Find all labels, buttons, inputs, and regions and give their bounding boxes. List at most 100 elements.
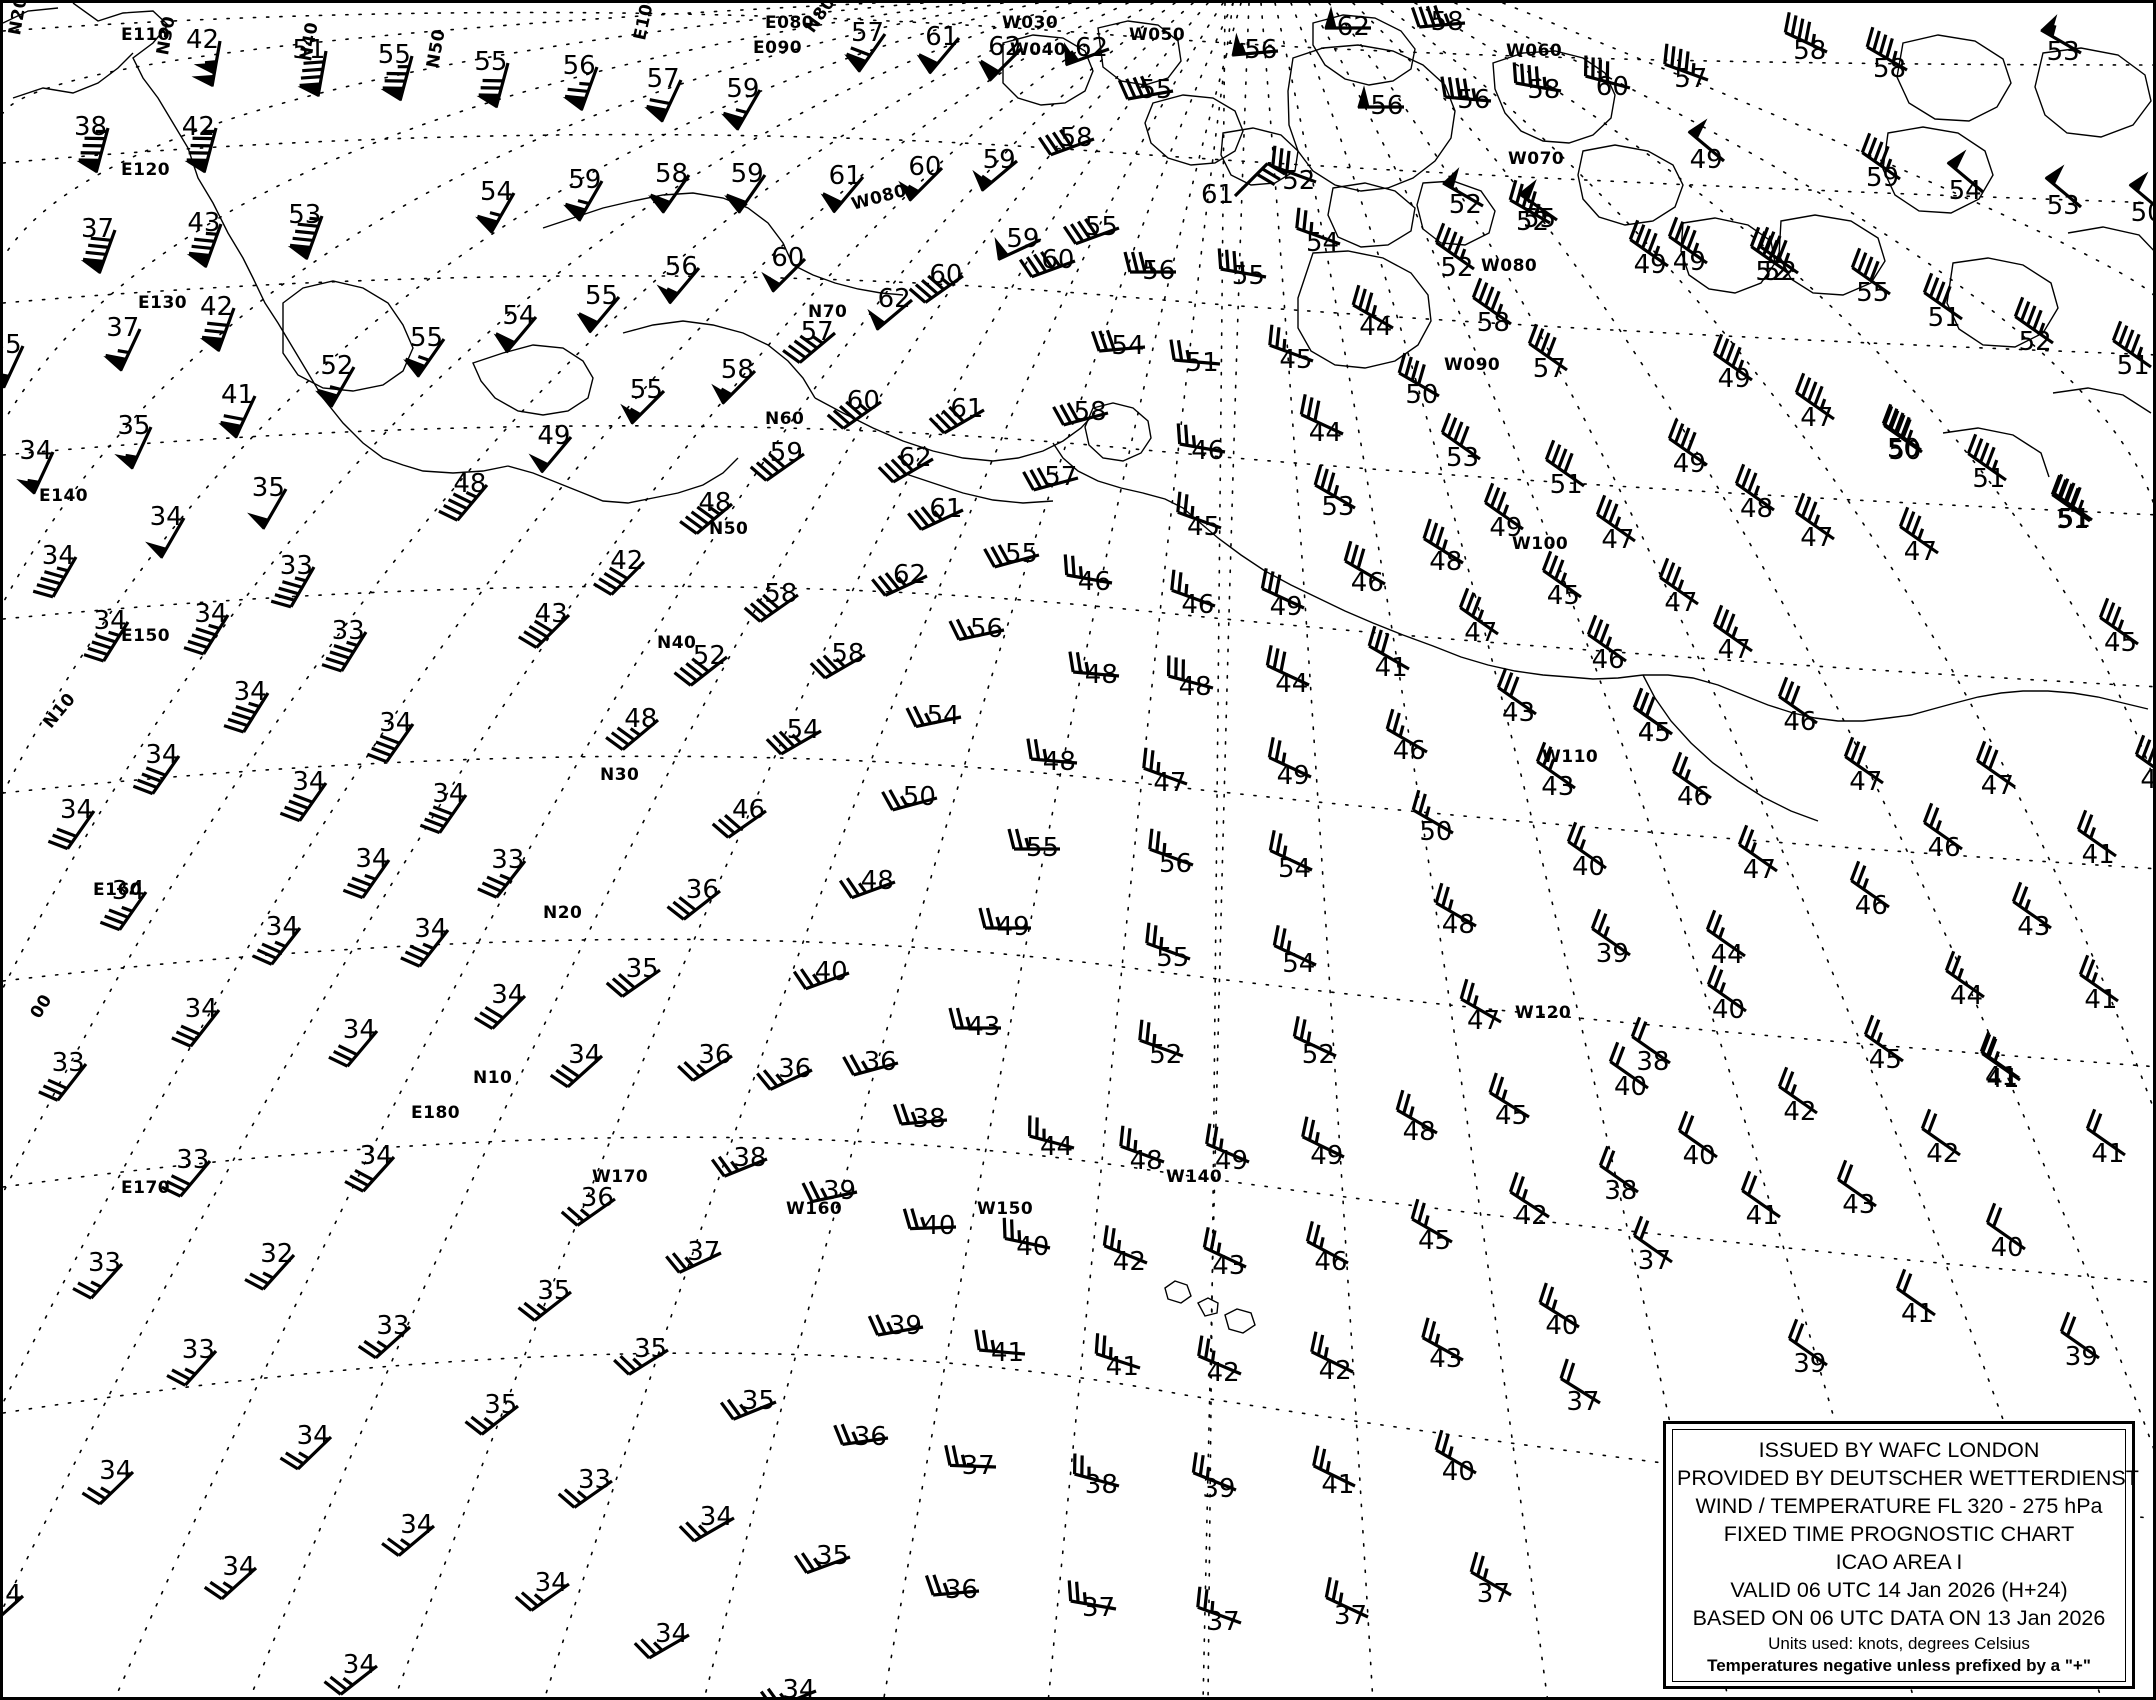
temperature-value: 60 [1595,72,1629,103]
grid-label: E110 [121,25,171,45]
temperature-value: 43 [1429,1343,1463,1374]
wind-barb-icon [1922,273,1963,321]
wind-barb-icon [1301,1115,1345,1159]
temperature-value: 51 [2056,505,2090,535]
wind-barb-icon [358,1326,412,1360]
grid-label: N40 [657,633,697,653]
wind-barb-icon [1851,247,1892,296]
wind-barb-icon [144,517,185,559]
wind-barb-icon [1508,1171,1550,1219]
wind-barb-icon [743,593,800,623]
temperature-value: 40 [1682,1140,1716,1171]
wind-barb-icon [270,566,316,609]
wind-barb-icon [1351,284,1394,330]
grid-label: W150 [977,1199,1034,1219]
temperature-value: 40 [1545,1311,1579,1342]
wind-barb-icon [464,1404,520,1436]
grid-label: E080 [765,13,815,33]
temperature-value: 57 [800,317,834,348]
wind-barb-icon [2076,809,2117,857]
wind-barb-icon [1795,372,1836,421]
temperature-value: 48 [1084,660,1118,691]
wind-barb-icon [343,858,391,899]
grid-label: N20 [543,903,583,923]
temperature-value: 42 [1926,1139,1960,1170]
temperature-value: 33 [578,1465,612,1496]
temperature-value: 53 [1446,443,1480,474]
wind-barb-icon [948,1007,1002,1030]
wind-barb-icon [1166,655,1214,690]
wind-barb-icon [656,266,701,304]
wind-barb-icon [983,543,1040,569]
temperature-value: 55 [474,47,508,78]
temperature-value: 37 [106,313,140,344]
wind-barb-icon [1072,1453,1120,1488]
wind-barb-icon [114,426,153,470]
wind-barb-icon [576,295,621,334]
wind-barb-icon [327,1029,379,1068]
wind-barb-icon [1544,439,1585,488]
wind-barb-icon [1410,4,1465,29]
temperature-value: 52 [1755,257,1789,288]
temperature-value: 52 [1448,190,1482,220]
wind-barb-icon [1599,1145,1640,1193]
wind-barb-icon [1538,1282,1581,1329]
temperature-value: 34 [342,1014,376,1045]
wind-barb-icon [749,452,805,482]
temperature-value: 62 [877,283,911,314]
temperature-value: 33 [181,1335,215,1366]
wind-barb-icon [1946,149,1984,194]
wind-barb-icon [477,860,527,899]
temperature-value: 58 [1527,75,1561,106]
temperature-value: 41 [1985,1062,2019,1093]
wind-barb-icon [1921,1108,1962,1157]
temperature-value: 35 [3,330,22,360]
wind-barb-icon [1343,540,1386,586]
wind-barb-icon [1712,604,1753,653]
temperature-value: 49 [1310,1140,1344,1171]
wind-barb-icon [866,298,913,331]
temperature-value: 44 [1359,311,1393,342]
wind-barb-icon [1019,250,1076,278]
temperature-value: 45 [1637,717,1671,748]
wind-barb-icon [1488,1072,1530,1119]
wind-barb-icon [2059,1311,2100,1360]
wind-barb-icon [76,127,110,173]
temperature-value: 56 [562,51,596,82]
temperature-value: 55 [1231,261,1265,292]
temperature-value: 36 [580,1182,614,1213]
wind-barb-icon [1469,1551,1512,1597]
wind-barb-icon [1837,1159,1878,1207]
wind-barb-icon [1260,567,1305,610]
temperature-value: 60 [846,386,880,416]
wind-barb-icon [756,1068,813,1091]
wind-barb-icon [1324,6,1371,30]
temperature-value: 62 [898,443,932,474]
wind-barb-icon [2013,296,2054,345]
wind-barb-icon [2044,164,2082,209]
grid-label: W060 [1506,41,1563,61]
temperature-value: 58 [655,159,689,190]
temperature-value: 37 [1334,1601,1368,1632]
wind-barb-icon [246,487,288,530]
grid-label: W040 [1010,40,1067,60]
temperature-value: 34 [782,1675,816,1700]
temperature-value: 45 [1418,1226,1452,1256]
wind-barb-icon [16,451,55,495]
temperature-value: 46 [1077,566,1111,597]
wind-barb-icon [1051,402,1109,427]
temperature-value: 59 [769,437,803,468]
wind-barb-icon [517,1291,573,1322]
wind-barb-icon [297,50,328,97]
temperature-value: 48 [1402,1116,1436,1147]
temperature-value: 41 [1321,1469,1355,1500]
wind-barb-icon [1608,1041,1649,1090]
temperature-value: 42 [1514,1200,1548,1231]
temperature-value: 47 [1980,771,2014,801]
temperature-value: 39 [888,1311,922,1342]
wind-barb-icon [1314,465,1357,510]
temperature-value: 41 [2091,1139,2125,1170]
wind-barb-icon [1527,323,1568,372]
temperature-value: 56 [1159,849,1193,880]
temperature-value: 43 [1502,698,1536,729]
